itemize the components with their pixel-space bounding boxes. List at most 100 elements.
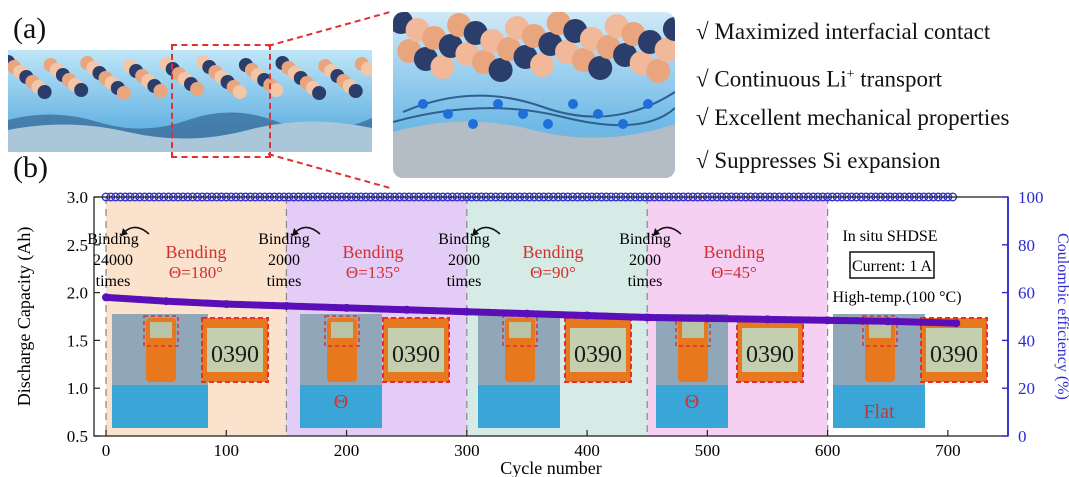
- li-ion: [518, 109, 528, 119]
- bullet-4: √ Suppresses Si expansion: [696, 148, 941, 173]
- meter-zoom-screen: [926, 328, 982, 372]
- meter-reading: 0390: [211, 342, 259, 368]
- panel-a-label: (a): [13, 12, 47, 45]
- photo-surface: [656, 385, 728, 428]
- x-tick-label: 400: [574, 441, 600, 460]
- capacity-point: [102, 293, 111, 302]
- binding-text: 2000: [629, 252, 661, 269]
- meter-zoom-screen: [570, 328, 626, 372]
- y2-tick-label: 40: [1018, 331, 1035, 350]
- binding-text: times: [96, 273, 131, 290]
- particle: [37, 85, 52, 99]
- photo-surface: [112, 385, 208, 428]
- multimeter-screen: [509, 322, 531, 338]
- capacity-point: [162, 297, 171, 306]
- binding-arrowhead: [121, 228, 128, 236]
- li-ion: [468, 119, 478, 129]
- y-tick-label: 2.5: [67, 236, 88, 255]
- li-ion: [593, 109, 603, 119]
- multimeter-screen: [150, 322, 172, 338]
- photo-surface: [300, 385, 382, 428]
- particle: [588, 56, 613, 80]
- particle: [348, 84, 363, 98]
- li-ion: [643, 99, 653, 109]
- x-tick-label: 500: [695, 441, 721, 460]
- current-box: [849, 251, 935, 279]
- particle: [190, 82, 205, 96]
- x-tick-label: 100: [214, 441, 240, 460]
- x-tick-label: 200: [334, 441, 360, 460]
- capacity-point: [883, 317, 892, 326]
- capacity-point: [462, 307, 471, 316]
- binding-text: Binding: [438, 231, 490, 248]
- y-tick-label: 1.0: [67, 379, 88, 398]
- bullet-1: √ Maximized interfacial contact: [696, 19, 991, 44]
- x-tick-label: 700: [935, 441, 961, 460]
- x-tick-label: 0: [102, 441, 111, 460]
- capacity-point: [522, 309, 531, 318]
- meter-reading: 0390: [574, 342, 622, 368]
- capacity-point: [222, 300, 231, 309]
- meter-zoom-screen: [388, 328, 444, 372]
- binding-arrowhead: [292, 228, 299, 236]
- y-tick-label: 2.0: [67, 284, 88, 303]
- binding-text: times: [267, 273, 302, 290]
- meter-zoom-screen: [207, 328, 263, 372]
- bullet-3: √ Excellent mechanical properties: [696, 105, 1010, 130]
- y-tick-label: 0.5: [67, 427, 88, 446]
- particle: [74, 83, 89, 97]
- li-ion: [543, 119, 553, 129]
- current-label: Current: 1 A: [852, 258, 932, 275]
- y-tick-label: 3.0: [67, 188, 88, 207]
- particle: [530, 53, 555, 77]
- bending-title: Bending: [343, 242, 404, 262]
- binding-text: 24000: [93, 252, 133, 269]
- li-ion: [568, 99, 578, 109]
- y2-tick-label: 60: [1018, 284, 1035, 303]
- y-axis-label: Discharge Capacity (Ah): [14, 227, 35, 407]
- zoom-region-box: [171, 44, 271, 158]
- meter-reading: 0390: [746, 342, 794, 368]
- multimeter-screen: [869, 322, 891, 338]
- multimeter-screen: [682, 322, 704, 338]
- bending-title: Bending: [704, 242, 765, 262]
- particle: [269, 83, 284, 97]
- capacity-point: [583, 311, 592, 320]
- capacity-point: [823, 316, 832, 325]
- flat-label: Flat: [863, 401, 895, 423]
- hightemp-label: High-temp.(100 °C): [832, 289, 961, 306]
- photo-surface: [833, 385, 925, 428]
- capacity-point: [282, 301, 291, 310]
- particle: [232, 85, 247, 99]
- panel-b-label: (b): [13, 151, 48, 184]
- bending-title: Bending: [166, 242, 227, 262]
- capacity-point: [952, 319, 961, 328]
- particle: [360, 62, 372, 76]
- bullet-2: √ Continuous Li+ transport: [696, 66, 943, 92]
- binding-text: Binding: [87, 231, 139, 248]
- bending-angle: Θ=135°: [346, 263, 400, 282]
- binding-text: times: [628, 273, 663, 290]
- x-axis-label: Cycle number: [500, 458, 601, 477]
- particle: [488, 58, 513, 82]
- capacity-point: [763, 315, 772, 324]
- x-tick-label: 600: [815, 441, 841, 460]
- binding-text: times: [447, 273, 482, 290]
- capacity-point: [402, 305, 411, 314]
- particle: [116, 86, 131, 100]
- binding-text: Binding: [258, 231, 310, 248]
- particle: [646, 59, 671, 83]
- y2-tick-label: 20: [1018, 379, 1035, 398]
- binding-text: Binding: [619, 231, 671, 248]
- binding-text: 2000: [448, 252, 480, 269]
- particle: [662, 17, 675, 41]
- capacity-point: [342, 303, 351, 312]
- zoom-connector-lines: [267, 11, 391, 189]
- binding-text: 2000: [268, 252, 300, 269]
- y2-axis-label: Coulombic efficiency (%): [1054, 233, 1069, 400]
- capacity-point: [703, 314, 712, 323]
- theta-label: Θ: [334, 391, 348, 413]
- insitu-label: In situ SHDSE: [842, 228, 937, 245]
